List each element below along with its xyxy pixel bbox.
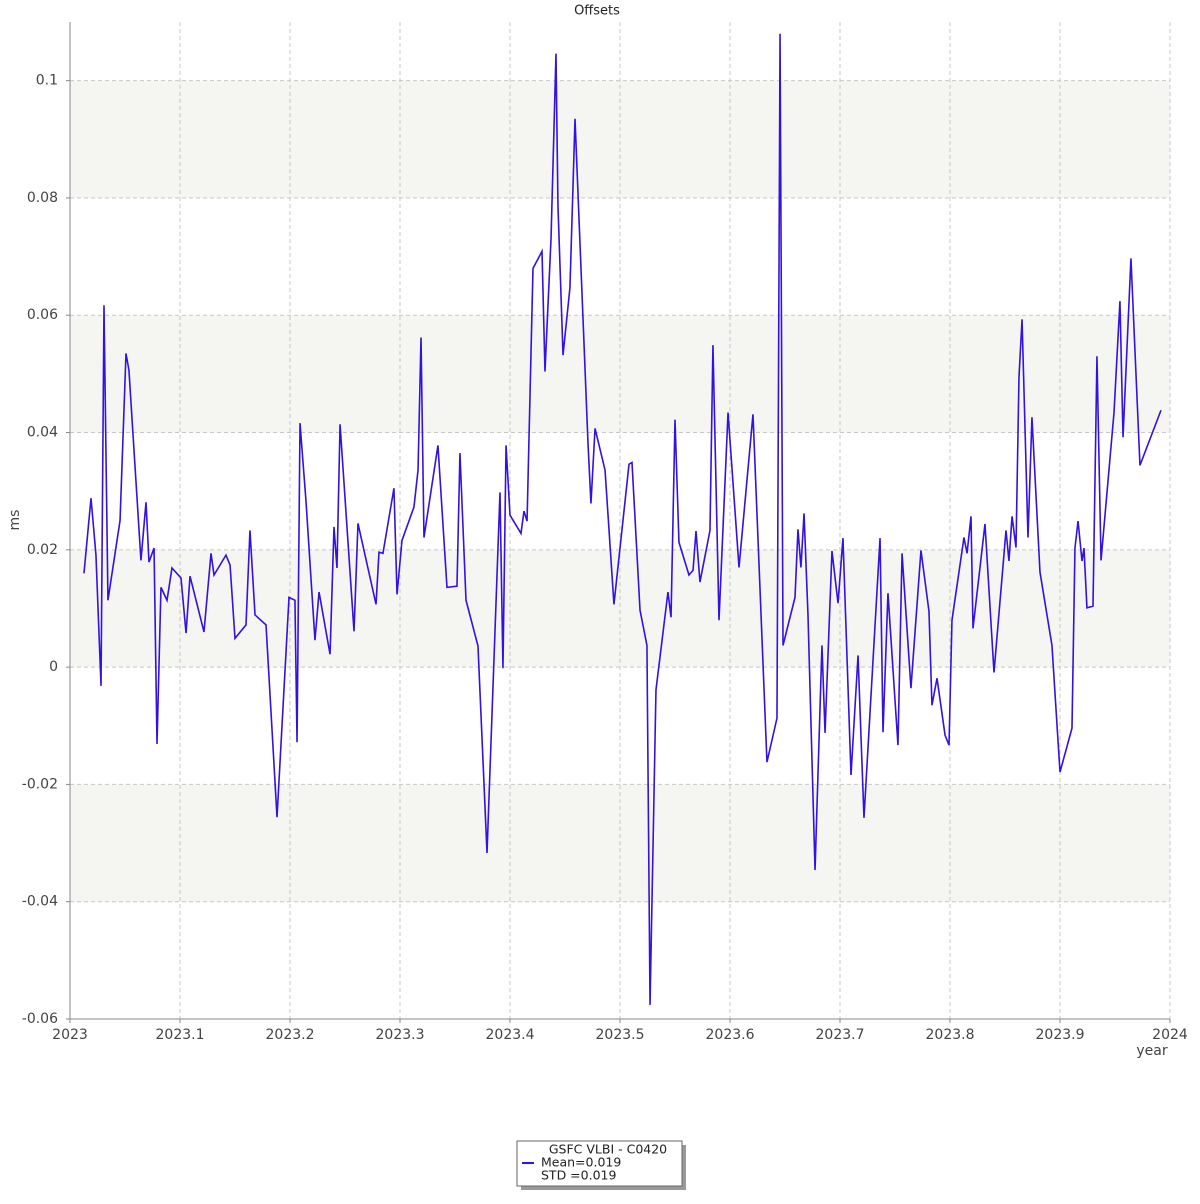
y-tick-label: -0.06 <box>22 1011 58 1027</box>
series-line <box>83 33 1162 1005</box>
x-tick-label: 2023.3 <box>376 1027 425 1043</box>
legend-note: Mean=0.019 <box>541 1155 621 1170</box>
x-tick-label: 2023.8 <box>926 1027 975 1043</box>
x-tick-label: 2023.4 <box>486 1027 535 1043</box>
y-tick-label: 0.04 <box>27 425 58 441</box>
y-tick-label: 0.08 <box>27 190 58 206</box>
x-tick-label: 2023.2 <box>266 1027 315 1043</box>
y-tick-label: 0.02 <box>27 542 58 558</box>
y-axis-label: ms <box>7 510 23 531</box>
y-tick-label: 0.06 <box>27 307 58 323</box>
x-tick-label: 2023.1 <box>156 1027 205 1043</box>
x-tick-label: 2023.7 <box>816 1027 865 1043</box>
x-tick-label: 2023.9 <box>1036 1027 1085 1043</box>
legend-note: STD =0.019 <box>541 1168 616 1183</box>
y-tick-label: 0.1 <box>36 73 58 89</box>
x-axis-label: year <box>1136 1043 1167 1059</box>
y-tick-label: 0 <box>49 659 58 675</box>
legend-box <box>516 1140 683 1187</box>
x-tick-label: 2023.6 <box>706 1027 755 1043</box>
legend-label: GSFC VLBI - C0420 <box>549 1142 667 1157</box>
x-tick-label: 2023.5 <box>596 1027 645 1043</box>
band <box>70 549 1170 668</box>
band <box>70 80 1170 198</box>
y-tick-label: -0.04 <box>22 894 58 910</box>
x-tick-label: 2024 <box>1152 1027 1188 1043</box>
legend: GSFC VLBI - C0420 Mean=0.019 STD =0.019 <box>516 1140 686 1190</box>
x-tick-label: 2023 <box>52 1027 88 1043</box>
y-tick-label: -0.02 <box>22 776 58 792</box>
chart-title: Offsets <box>574 4 620 19</box>
